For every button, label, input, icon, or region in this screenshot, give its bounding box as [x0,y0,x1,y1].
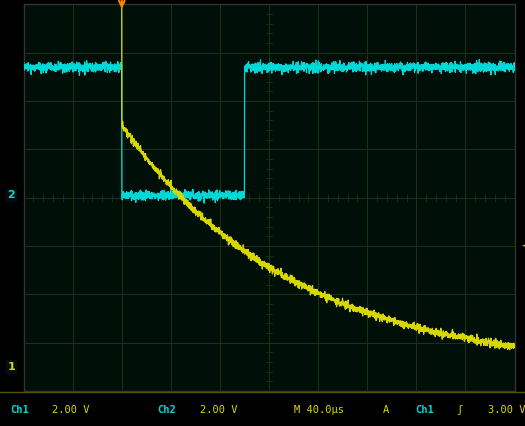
Text: A: A [383,405,390,415]
Text: Ch2: Ch2 [158,405,176,415]
Text: 1: 1 [7,362,15,372]
Text: Ch1: Ch1 [415,405,434,415]
Text: 2.00 V: 2.00 V [200,405,237,415]
Text: 2: 2 [7,190,15,200]
Text: ◄: ◄ [522,239,525,253]
Text: 2.00 V: 2.00 V [52,405,90,415]
Text: ʃ: ʃ [457,405,463,415]
Text: Ch1: Ch1 [10,405,29,415]
Text: M 40.0μs: M 40.0μs [294,405,344,415]
Text: 3.00 V: 3.00 V [488,405,525,415]
